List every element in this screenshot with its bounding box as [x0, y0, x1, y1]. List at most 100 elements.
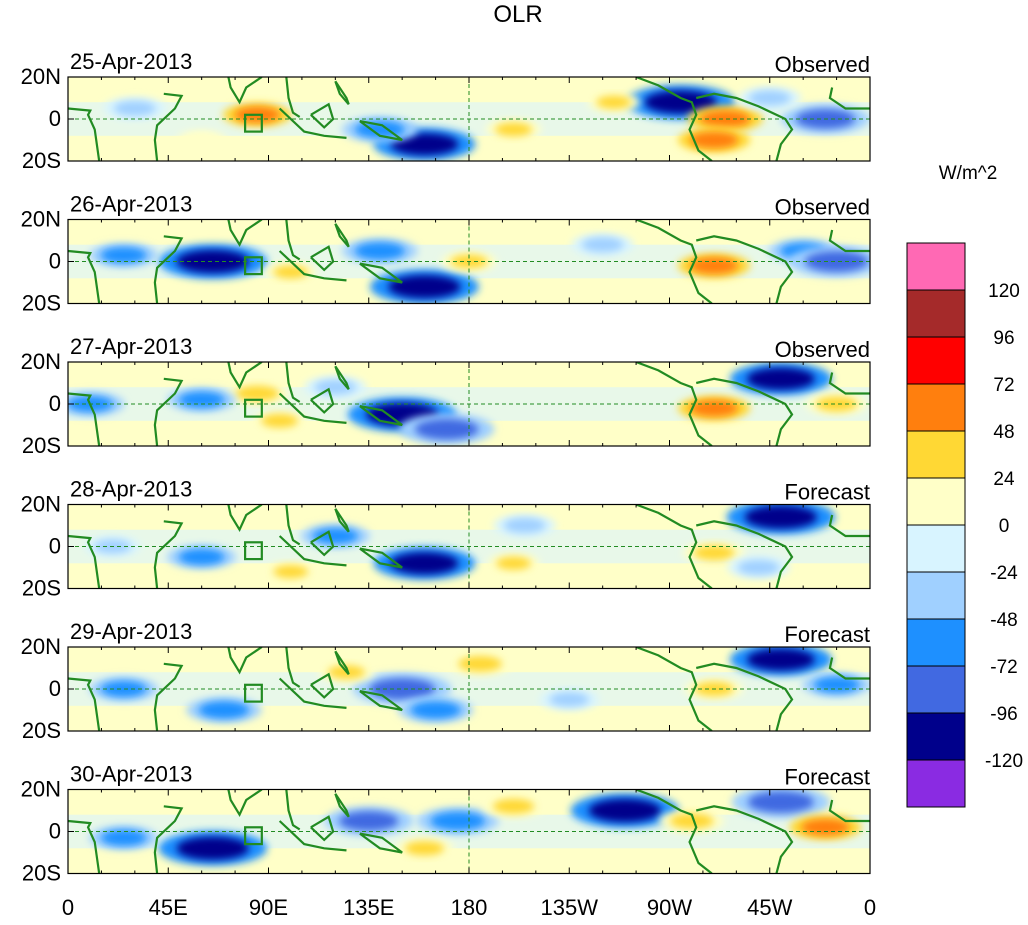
- anomaly-blob: [261, 414, 299, 428]
- coastline: [334, 80, 350, 106]
- anomaly-blob: [746, 367, 815, 390]
- anomaly-blob: [314, 379, 357, 395]
- colorbar-level-label: 24: [993, 469, 1015, 490]
- x-tick-label: 45E: [149, 895, 188, 920]
- coastline: [278, 820, 347, 852]
- panel-date: 27-Apr-2013: [70, 334, 192, 359]
- anomaly-blob: [273, 565, 309, 579]
- panel-4: 20N 0 20S 28-Apr-2013 Forecast: [21, 477, 871, 601]
- anomaly-blob: [746, 648, 815, 671]
- coastline: [695, 520, 794, 589]
- colorbar-level-label: 120: [988, 281, 1020, 302]
- colorbar-level-label: -24: [990, 563, 1018, 584]
- coastline: [285, 789, 301, 831]
- coastline: [695, 377, 794, 446]
- colorbar-level-label: -72: [990, 657, 1017, 678]
- coastline: [828, 514, 870, 538]
- anomaly-blob: [801, 819, 850, 836]
- coastline: [227, 219, 263, 248]
- coastline: [334, 508, 350, 533]
- coastlines: [68, 647, 870, 731]
- coastline: [227, 647, 263, 675]
- colorbar-swatch: [906, 242, 966, 291]
- box-region: [244, 683, 263, 703]
- coastline: [334, 365, 350, 391]
- x-tick-label: 0: [62, 895, 74, 920]
- coastlines: [68, 504, 870, 589]
- anomaly-blob: [114, 101, 156, 116]
- colorbar-swatch: [906, 430, 966, 479]
- colorbar-swatch: [906, 571, 966, 620]
- coastlines: [68, 77, 870, 161]
- y-tick-label: 20N: [21, 492, 61, 517]
- anomaly-blob: [549, 692, 589, 707]
- anomaly-blob: [178, 391, 225, 408]
- panel-label: Observed: [775, 195, 870, 220]
- coastline: [635, 77, 713, 161]
- panel-label: Forecast: [784, 765, 870, 790]
- y-tick-label: 0: [49, 106, 61, 131]
- coastline: [153, 520, 184, 589]
- panel-date: 25-Apr-2013: [70, 49, 192, 74]
- anomaly-blob: [747, 791, 814, 813]
- panel-6: 20N 0 20S 30-Apr-2013 Forecast: [21, 762, 871, 886]
- anomaly-blob: [198, 701, 250, 719]
- colorbar-swatch: [906, 665, 966, 714]
- y-tick-label: 20N: [21, 777, 61, 802]
- coastline: [359, 690, 403, 712]
- panels-group: 20N 0 20S 25-Apr-2013 Observed 20N 0 20S 26-Apr-…: [21, 49, 871, 886]
- y-tick-label: 20N: [21, 349, 61, 374]
- coastline: [635, 647, 713, 731]
- coastline: [310, 102, 335, 129]
- coastline: [359, 120, 403, 142]
- coastline: [310, 815, 335, 842]
- x-tick-label: 0: [864, 895, 876, 920]
- colorbar-units: W/m^2: [939, 163, 998, 184]
- colorbar-swatch: [906, 524, 966, 573]
- x-tick-label: 180: [451, 895, 488, 920]
- coastline: [278, 250, 347, 282]
- panel-label: Forecast: [784, 622, 870, 647]
- anomaly-blob: [388, 275, 461, 299]
- anomaly-blob: [748, 90, 791, 106]
- panel-label: Forecast: [784, 480, 870, 505]
- coastline: [153, 805, 184, 874]
- coastline: [227, 362, 263, 390]
- colorbar-swatch: [906, 336, 966, 385]
- anomaly-blob: [404, 841, 445, 856]
- anomaly-blob: [458, 656, 503, 672]
- coastlines: [68, 362, 870, 446]
- coastline: [310, 672, 335, 699]
- colorbar-level-label: -120: [985, 751, 1023, 772]
- coastline: [828, 229, 870, 253]
- coastline: [68, 392, 101, 446]
- coastline: [635, 362, 713, 446]
- panel-1: 20N 0 20S 25-Apr-2013 Observed: [21, 49, 871, 173]
- x-tick-label: 135E: [343, 895, 394, 920]
- anomaly-blob: [390, 133, 459, 156]
- coastline: [828, 87, 870, 110]
- coastline: [153, 235, 184, 304]
- coastline: [828, 799, 870, 823]
- coastline: [635, 789, 713, 874]
- anomaly-blob: [100, 829, 147, 846]
- coastline: [278, 107, 347, 139]
- coastline: [359, 262, 403, 284]
- box-region: [244, 541, 263, 561]
- anomaly-blob: [410, 701, 461, 719]
- y-tick-label: 0: [49, 534, 61, 559]
- y-tick-label: 0: [49, 391, 61, 416]
- y-tick-label: 20S: [22, 576, 61, 601]
- box-region: [244, 398, 263, 418]
- anomaly-blob: [100, 247, 147, 264]
- anomaly-blob: [354, 242, 406, 260]
- anomaly-blob: [492, 798, 535, 814]
- colorbar-level-label: 96: [993, 328, 1014, 349]
- x-tick-label: 90W: [647, 895, 692, 920]
- y-tick-label: 20N: [21, 207, 61, 232]
- coastline: [359, 832, 403, 854]
- coastline: [278, 535, 347, 567]
- anomaly-blob: [815, 396, 858, 412]
